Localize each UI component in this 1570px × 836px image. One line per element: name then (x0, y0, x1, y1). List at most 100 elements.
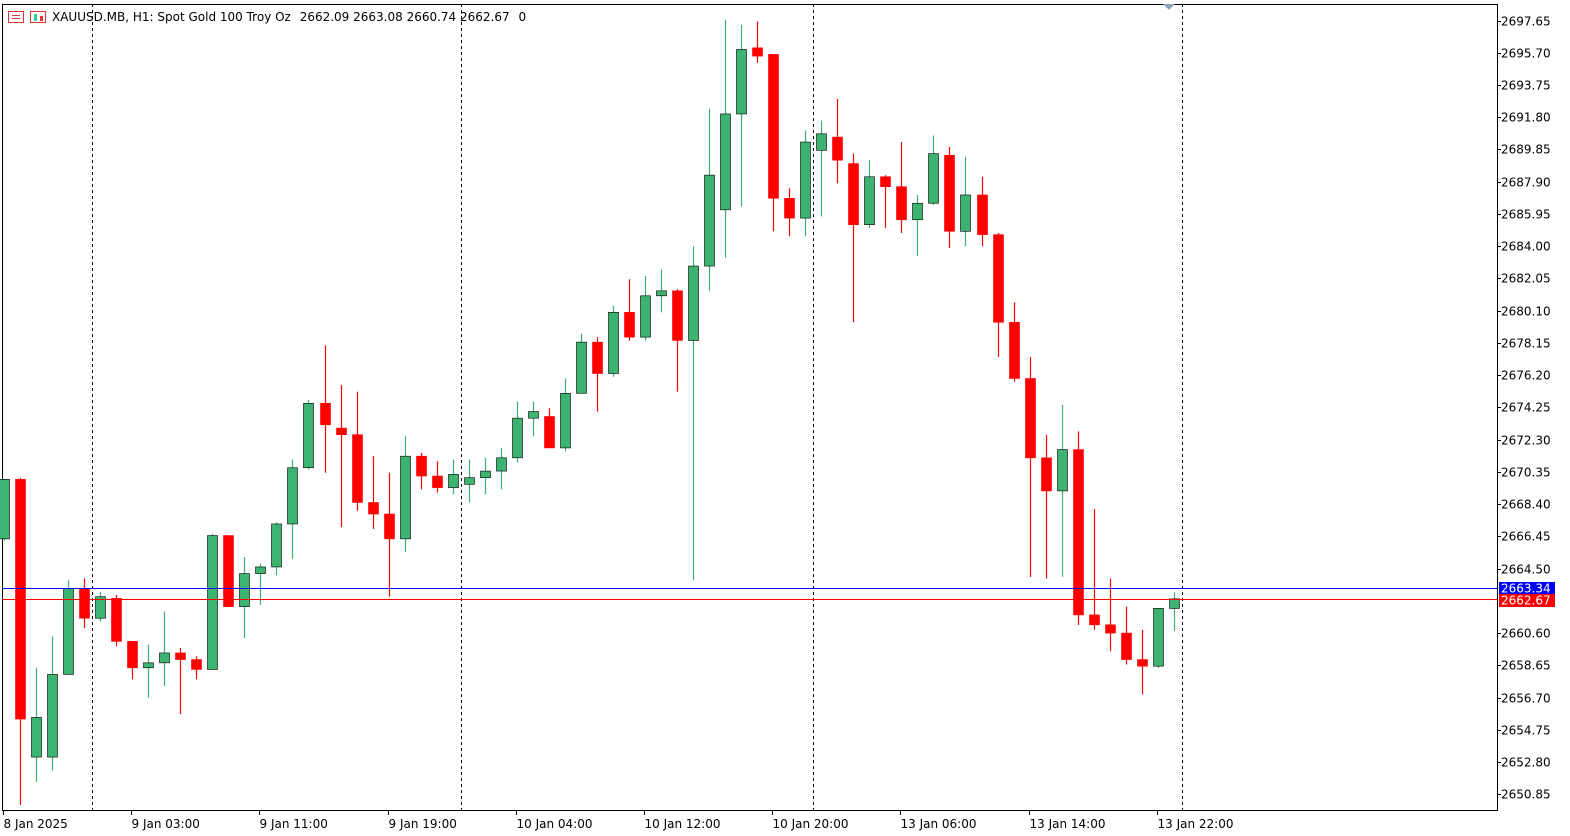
bearish-candle (944, 147, 955, 248)
candle-body (207, 535, 218, 670)
chart-type-icon[interactable] (30, 11, 46, 23)
bullish-candle (864, 160, 875, 229)
bullish-candle (95, 591, 106, 622)
candle-body (1073, 449, 1084, 616)
y-tick-label: 2695.70 (1501, 47, 1551, 61)
bearish-candle (1121, 606, 1132, 665)
bearish-candle (1089, 509, 1100, 630)
bearish-candle (896, 142, 907, 233)
x-tick-label: 9 Jan 03:00 (132, 817, 200, 831)
y-tick-label: 2654.75 (1501, 724, 1551, 738)
x-tick-label: 13 Jan 22:00 (1158, 817, 1234, 831)
bullish-candle (800, 130, 811, 237)
candle-body (688, 265, 699, 341)
candle-body (79, 588, 90, 619)
ask-price-tag: 2663.34 (1499, 582, 1555, 596)
price-axis[interactable]: 2697.65 2695.70 2693.75 2691.80 2689.85 2687.… (1497, 15, 1555, 802)
candle-body (912, 202, 923, 221)
y-tick-label: 2682.05 (1501, 272, 1551, 286)
bullish-candle (512, 401, 523, 463)
candle-body (704, 174, 715, 267)
candle-body (896, 186, 907, 221)
bearish-candle (993, 232, 1004, 357)
y-tick-label: 2656.70 (1501, 692, 1551, 706)
y-tick-label: 2668.40 (1501, 498, 1551, 512)
candle-body (720, 113, 731, 211)
bearish-candle (624, 279, 635, 341)
candle-body (336, 427, 347, 435)
bullish-candle (303, 399, 314, 470)
bearish-candle (384, 472, 395, 597)
bullish-candle (0, 479, 10, 541)
bearish-candle (784, 188, 795, 237)
title-text: XAUUSD.MB, H1: Spot Gold 100 Troy Oz 266… (52, 10, 531, 24)
candle-body (560, 393, 571, 449)
candle-body (368, 502, 379, 515)
candle-body (1009, 321, 1020, 379)
bearish-candle (1073, 431, 1084, 625)
candle-body (432, 475, 443, 488)
bullish-candle (736, 24, 747, 207)
candle-body (608, 312, 619, 374)
y-tick-label: 2685.95 (1501, 208, 1551, 222)
bearish-candle (1009, 302, 1020, 382)
bearish-candle (672, 289, 683, 392)
candle-body (255, 566, 266, 574)
candle-body (544, 416, 555, 449)
time-axis[interactable]: 8 Jan 2025 9 Jan 03:00 9 Jan 11:00 9 Jan 19… (3, 810, 1234, 831)
candle-body (624, 312, 635, 338)
market-watch-icon[interactable] (8, 11, 24, 23)
y-tick-label: 2680.10 (1501, 305, 1551, 319)
candle-body (111, 598, 122, 642)
x-tick-label: 10 Jan 04:00 (517, 817, 593, 831)
candle-body (191, 659, 202, 670)
candle-body (159, 652, 170, 664)
bearish-candle (336, 385, 347, 528)
volume-value: 0 (518, 10, 527, 24)
candle-body (640, 295, 651, 338)
candle-body (303, 402, 314, 469)
day-separator-group (92, 4, 1183, 810)
candle-body (223, 535, 234, 607)
y-tick-label: 2650.85 (1501, 788, 1551, 802)
bearish-candle (175, 647, 186, 715)
candle-body (528, 411, 539, 419)
candle-body (752, 47, 763, 57)
candle-body (0, 479, 10, 540)
candle-body (480, 470, 491, 478)
chart-title-bar: XAUUSD.MB, H1: Spot Gold 100 Troy Oz 266… (8, 8, 531, 26)
bullish-candle (720, 19, 731, 258)
bearish-candle (416, 452, 427, 490)
candle-body (672, 290, 683, 341)
bearish-candle (880, 175, 891, 229)
candle-body (1089, 614, 1100, 626)
candle-body (800, 141, 811, 219)
scroll-marker-icon[interactable] (1163, 4, 1175, 10)
candle-body (656, 290, 667, 297)
candle-body (175, 652, 186, 660)
ask-price-tag-bg (1499, 582, 1555, 595)
y-tick-label: 2697.65 (1501, 15, 1551, 29)
bullish-candle (912, 194, 923, 257)
bearish-candle (191, 656, 202, 680)
candle-body (448, 474, 459, 488)
plot-area[interactable] (2, 4, 1498, 811)
bullish-candle (528, 401, 539, 437)
bearish-candle (15, 477, 26, 806)
bullish-candle (31, 667, 42, 782)
y-tick-label: 2652.80 (1501, 756, 1551, 770)
candle-body (993, 234, 1004, 323)
bullish-candle (1057, 404, 1068, 577)
y-tick-label: 2687.90 (1501, 176, 1551, 190)
bid-price-tag: 2662.67 (1499, 594, 1555, 608)
bullish-candle (704, 108, 715, 291)
x-tick-label: 13 Jan 14:00 (1030, 817, 1106, 831)
candle-body (1153, 607, 1164, 667)
bearish-candle (320, 345, 331, 473)
candle-body (320, 402, 331, 426)
candle-body (1137, 659, 1148, 667)
bullish-candle (576, 333, 587, 394)
y-tick-label: 2678.15 (1501, 337, 1551, 351)
